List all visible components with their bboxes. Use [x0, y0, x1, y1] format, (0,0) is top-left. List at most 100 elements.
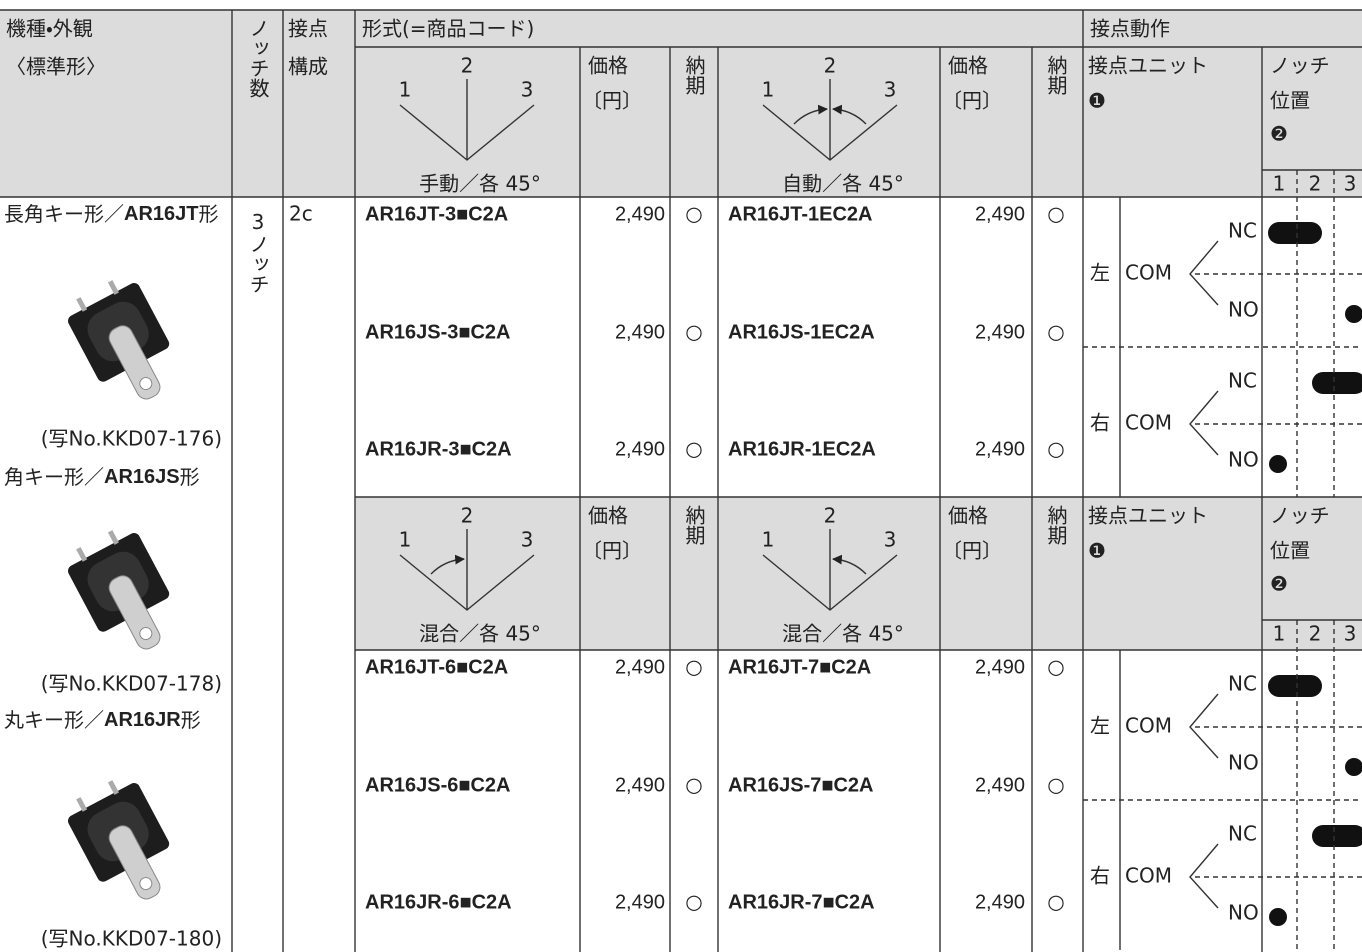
price: 2,490 [975, 891, 1025, 913]
column-header: 位置 [1270, 539, 1310, 563]
price: 2,490 [975, 321, 1025, 343]
diagram-label: 2 [461, 504, 474, 528]
diagram-label: 1 [762, 528, 775, 552]
price: 2,490 [975, 656, 1025, 678]
price: 2,490 [615, 203, 665, 225]
diagram-label: 3 [521, 78, 534, 102]
price: 2,490 [615, 438, 665, 460]
contact-com: COM [1125, 714, 1172, 738]
diagram-label: 1 [762, 78, 775, 102]
notch-dot [1269, 455, 1287, 473]
contact-side: 右 [1090, 864, 1110, 888]
header-cell: 接点動作 [1090, 17, 1170, 41]
model-code: AR16JT [124, 203, 198, 225]
delivery: ○ [1047, 437, 1064, 461]
diagram-arms [762, 79, 898, 161]
notch-position: 1 [1273, 172, 1286, 196]
diagram-arms [399, 529, 535, 611]
price: 2,490 [615, 774, 665, 796]
delivery: ○ [685, 202, 702, 226]
model-code: AR16JR [104, 709, 181, 731]
notch-count: 3ノッチ [246, 210, 270, 294]
delivery: ○ [1047, 655, 1064, 679]
product-code: AR16JS-6■C2A [365, 774, 510, 796]
header-bg [355, 497, 1362, 650]
delivery: ○ [685, 773, 702, 797]
diagram-caption: 混合／各 45° [419, 622, 541, 646]
notch-position: 3 [1344, 172, 1357, 196]
header-cell: ノッチ数 [246, 18, 270, 98]
price: 2,490 [975, 203, 1025, 225]
diagram-label: 2 [824, 54, 837, 78]
diagram-label: 3 [521, 528, 534, 552]
product-code: AR16JT-3■C2A [365, 203, 508, 225]
header-cell: 構成 [288, 55, 328, 79]
notch-pill [1268, 222, 1322, 244]
diagram-label: 2 [461, 54, 474, 78]
column-header: 納期 [682, 505, 706, 545]
contact-wedge [1189, 390, 1219, 456]
column-header: 接点ユニット [1088, 54, 1208, 78]
header-cell: 形式(=商品コード) [362, 17, 534, 41]
column-header: 価格 [948, 504, 988, 528]
delivery: ○ [685, 890, 702, 914]
delivery: ○ [685, 655, 702, 679]
column-header: ノッチ [1270, 54, 1330, 78]
photo-caption: (写No.KKD07-178) [41, 672, 222, 696]
product-photo [68, 530, 170, 650]
column-header: 納期 [1044, 55, 1068, 95]
photo-pin [107, 780, 119, 795]
product-code: AR16JS-3■C2A [365, 321, 510, 343]
model-name: 長角キー形／AR16JT形 [4, 202, 218, 226]
diagram-label: 3 [884, 78, 897, 102]
contact-no: NO [1228, 448, 1259, 472]
notch-pill [1268, 675, 1322, 697]
product-code: AR16JR-7■C2A [728, 891, 875, 913]
photo-key-hole [139, 877, 153, 891]
product-photo [68, 280, 170, 400]
column-header: ❶ [1088, 539, 1106, 563]
contact-side: 右 [1090, 411, 1110, 435]
photo-pin [76, 547, 88, 562]
model-suffix: 形 [181, 708, 201, 732]
model-name-part: 角キー形／ [4, 465, 104, 489]
photo-pin [107, 280, 119, 295]
contact-wedge [1189, 693, 1219, 759]
contact-config: 2c [289, 202, 313, 226]
diagram-arms [399, 79, 535, 161]
price: 2,490 [975, 438, 1025, 460]
notch-dot [1345, 758, 1362, 776]
model-code: AR16JS [104, 466, 180, 488]
column-header: 〔円〕 [582, 89, 642, 113]
contact-nc: NC [1228, 219, 1257, 243]
notch-position: 1 [1273, 622, 1286, 646]
diagram-caption: 手動／各 45° [419, 172, 541, 196]
product-code: AR16JS-7■C2A [728, 774, 873, 796]
photo-pin [76, 797, 88, 812]
product-code: AR16JS-1EC2A [728, 321, 875, 343]
delivery: ○ [685, 320, 702, 344]
notch-pill [1312, 825, 1362, 847]
contact-no: NO [1228, 298, 1259, 322]
column-header: 納期 [1044, 505, 1068, 545]
delivery: ○ [1047, 202, 1064, 226]
product-code: AR16JR-1EC2A [728, 438, 876, 460]
contact-no: NO [1228, 901, 1259, 925]
diagram-arrow [832, 554, 867, 575]
contact-nc: NC [1228, 822, 1257, 846]
model-name: 角キー形／AR16JS形 [4, 465, 200, 489]
delivery: ○ [1047, 320, 1064, 344]
notch-position: 3 [1344, 622, 1357, 646]
notch-dot [1345, 305, 1362, 323]
column-header: 位置 [1270, 89, 1310, 113]
model-name: 丸キー形／AR16JR形 [4, 708, 201, 732]
diagram-caption: 混合／各 45° [782, 622, 904, 646]
column-header: 接点ユニット [1088, 504, 1208, 528]
column-header: 価格 [948, 54, 988, 78]
column-header: 価格 [588, 54, 628, 78]
contact-com: COM [1125, 864, 1172, 888]
column-header: 納期 [682, 55, 706, 95]
model-suffix: 形 [198, 202, 218, 226]
